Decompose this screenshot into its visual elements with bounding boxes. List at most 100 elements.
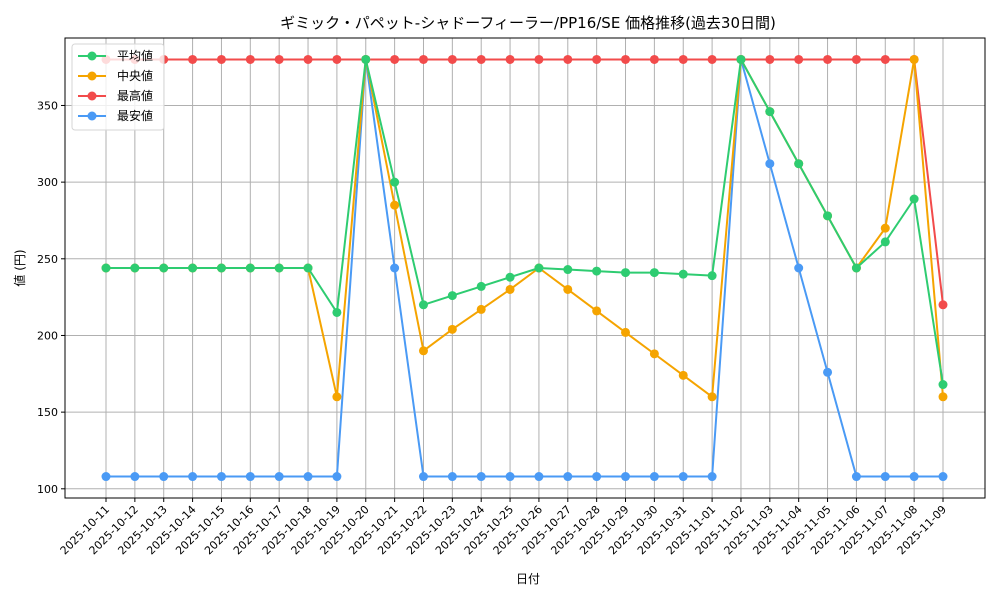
data-point [447, 324, 457, 334]
data-point [303, 54, 313, 64]
data-point [245, 263, 255, 273]
legend-marker-icon [87, 111, 97, 121]
data-point [476, 281, 486, 291]
data-point [823, 367, 833, 377]
y-tick-label: 350 [37, 99, 58, 112]
data-point [678, 54, 688, 64]
data-point [649, 54, 659, 64]
data-point [303, 472, 313, 482]
legend-item: 中央値 [78, 68, 153, 83]
data-point [447, 54, 457, 64]
data-point [534, 263, 544, 273]
data-point [909, 472, 919, 482]
legend-item: 最高値 [78, 88, 153, 103]
data-point [678, 269, 688, 279]
data-point [418, 54, 428, 64]
data-point [707, 392, 717, 402]
data-point [649, 349, 659, 359]
data-point [649, 472, 659, 482]
data-point [245, 54, 255, 64]
data-point [101, 472, 111, 482]
data-point [592, 472, 602, 482]
data-point [707, 472, 717, 482]
data-point [505, 272, 515, 282]
data-point [130, 472, 140, 482]
data-point [216, 263, 226, 273]
data-point [390, 177, 400, 187]
legend-marker-icon [87, 71, 97, 81]
data-point [880, 54, 890, 64]
legend-label: 中央値 [117, 68, 153, 83]
data-point [880, 223, 890, 233]
data-point [476, 54, 486, 64]
data-point [592, 266, 602, 276]
data-point [216, 472, 226, 482]
data-point [216, 54, 226, 64]
legend-item: 最安値 [78, 108, 153, 123]
data-point [938, 392, 948, 402]
data-point [505, 54, 515, 64]
data-point [938, 300, 948, 310]
data-point [159, 472, 169, 482]
data-point [274, 263, 284, 273]
data-point [332, 54, 342, 64]
data-point [563, 284, 573, 294]
data-point [188, 54, 198, 64]
data-point [332, 472, 342, 482]
data-point [851, 472, 861, 482]
y-axis-ticks: 100 150 200 250 300 350 [37, 99, 65, 496]
data-point [390, 54, 400, 64]
data-point [851, 54, 861, 64]
data-point [159, 263, 169, 273]
data-point [880, 237, 890, 247]
legend-box [71, 43, 165, 131]
legend-label: 最高値 [117, 88, 153, 103]
data-point [563, 472, 573, 482]
data-point [418, 346, 428, 356]
y-tick-label: 200 [37, 329, 58, 342]
data-point [592, 306, 602, 316]
data-point [823, 54, 833, 64]
data-point [332, 392, 342, 402]
data-point [649, 268, 659, 278]
data-point [621, 327, 631, 337]
data-point [188, 472, 198, 482]
data-point [563, 265, 573, 275]
data-series [101, 54, 948, 482]
y-tick-label: 150 [37, 406, 58, 419]
data-point [909, 54, 919, 64]
data-point [476, 304, 486, 314]
legend-marker-icon [87, 91, 97, 101]
data-point [101, 263, 111, 273]
data-point [794, 54, 804, 64]
data-point [707, 54, 717, 64]
data-point [823, 211, 833, 221]
legend-label: 平均値 [117, 48, 153, 63]
data-point [938, 380, 948, 390]
data-point [621, 54, 631, 64]
data-point [188, 263, 198, 273]
data-point [794, 263, 804, 273]
data-point [880, 472, 890, 482]
series-line [101, 54, 948, 390]
x-axis-label: 日付 [516, 572, 540, 586]
data-point [447, 472, 457, 482]
data-point [909, 194, 919, 204]
legend-item: 平均値 [78, 48, 153, 63]
data-point [130, 263, 140, 273]
data-point [245, 472, 255, 482]
data-point [447, 291, 457, 301]
data-point [938, 472, 948, 482]
data-point [592, 54, 602, 64]
data-point [621, 472, 631, 482]
data-point [765, 159, 775, 169]
legend-label: 最安値 [117, 108, 153, 123]
data-point [361, 54, 371, 64]
data-point [765, 107, 775, 117]
data-point [707, 271, 717, 281]
plot-area-frame [64, 37, 986, 499]
data-point [274, 54, 284, 64]
legend-marker-icon [87, 51, 97, 61]
